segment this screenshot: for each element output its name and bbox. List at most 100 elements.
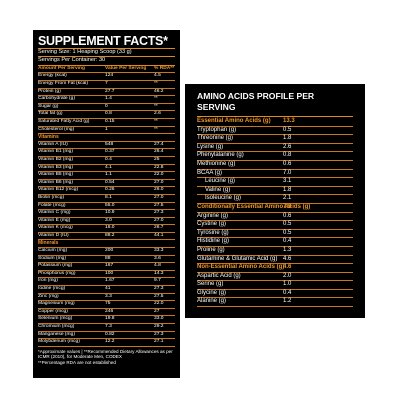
amino-label: Tryptophan (g) [197, 126, 237, 133]
cell: 246 [105, 308, 114, 314]
amino-row: Alanine (g) 1.2 [197, 298, 353, 308]
amino-row: Proline (g) 1.3 [197, 247, 353, 256]
amino-label: Valine (g) [205, 186, 231, 193]
section-title: Vitamins [38, 134, 175, 142]
cell: 33.0 [154, 316, 164, 322]
fact-row: Selenium (mcg) 19.8 33.0 [38, 316, 175, 324]
amino-row: Lysine (g) 2.6 [197, 144, 353, 153]
cell: 26.7 [154, 225, 164, 231]
amino-label: Threonine (g) [197, 135, 234, 142]
amino-label: Histidine (g) [197, 238, 230, 245]
cell: Vitamin D (IU) [38, 232, 69, 238]
servings-per-container: Servings Per Container: 30 [38, 57, 175, 66]
cell: 27.1 [154, 339, 164, 345]
fact-row: Iodine (mcg) 41 27.3 [38, 286, 175, 294]
cell: ** [154, 126, 158, 132]
cell: Protein (g) [38, 88, 61, 94]
cell: Sugar (g) [38, 103, 59, 109]
fact-row: Sugar (g) 0 ** [38, 104, 175, 112]
fact-row: Total fat (g) 0.8 2.6 [38, 111, 175, 119]
fact-row: Vitamin B5 (mg) 1.1 22.0 [38, 172, 175, 180]
cell: Vitamin B2 (mg) [38, 156, 73, 162]
fact-row: Carbohydrate (g) 1.4 ** [38, 96, 175, 104]
cell: Cholesterol (mg) [38, 126, 75, 132]
amino-row: Aspartic Acid (g) 2.0 [197, 273, 353, 282]
section-title: Minerals [38, 240, 175, 249]
cell: 22.0 [154, 172, 164, 178]
cell: 1.4 [105, 96, 112, 102]
cell: 2.6 [154, 111, 161, 117]
amino-table: Essential Amino Acids (g) 13.3 Tryptophan … [197, 118, 353, 308]
cell: Magnesium (mg) [38, 301, 75, 307]
cell: 55.0 [105, 202, 115, 208]
cell: Saturated Fatty Acid (g) [38, 118, 90, 124]
facts-table: Amount Per Serving Value Per Serving % RDA… [38, 66, 175, 347]
cell: 27.7 [105, 88, 115, 94]
cell: 22.8 [154, 164, 164, 170]
cell: 4.1 [105, 164, 112, 170]
cell: Potassium (mg) [38, 263, 73, 269]
amino-value: 13.3 [283, 118, 295, 124]
amino-label: Glutamine & Glutamic Acid (g) [197, 255, 278, 262]
cell: 0.4 [105, 156, 112, 162]
cell: 27.4 [154, 141, 164, 147]
cell: 27.3 [154, 286, 164, 292]
cell: 29.2 [154, 324, 164, 329]
cell: 44.1 [154, 232, 164, 238]
cell: 16.0 [105, 225, 115, 231]
fact-row: Vitamin B12 (mcg) 0.26 26.0 [38, 187, 175, 195]
amino-value: 0.5 [283, 229, 292, 236]
amino-value: 2.1 [283, 195, 292, 202]
amino-value: 0.5 [283, 126, 292, 133]
cell: Vitamin B12 (mcg) [38, 187, 79, 193]
cell: 33.3 [154, 248, 164, 254]
supplement-facts-panel: SUPPLEMENT FACTS* Serving Size: 1 Heapin… [33, 30, 180, 378]
footnotes: *Approximate values | **Recommended Diet… [38, 349, 175, 365]
amino-value: 1.2 [283, 298, 292, 305]
fact-row: Energy (kcal) 124 4.5 [38, 73, 175, 81]
fact-row: Vitamin E (mg) 3.0 27.0 [38, 218, 175, 226]
cell: 10.9 [105, 210, 115, 216]
cell: % RDA** [154, 65, 175, 71]
cell: Biotin (mcg) [38, 194, 65, 200]
cell: 1.1 [105, 172, 112, 178]
footnote: *Approximate values | **Recommended Diet… [38, 348, 173, 360]
amino-value: 0.6 [283, 160, 292, 167]
cell: 75 [105, 301, 111, 307]
fact-row: Protein (g) 27.7 46.2 [38, 89, 175, 97]
amino-value: 0.4 [283, 289, 292, 296]
fact-row: Manganese (mg) 0.82 27.3 [38, 332, 175, 340]
fact-row: Vitamin B3 (mg) 4.1 22.8 [38, 165, 175, 173]
cell: Amount Per Serving [38, 65, 86, 71]
amino-label: Isoleucine (g) [205, 195, 242, 202]
cell: Manganese (mg) [38, 331, 75, 337]
cell: Folate (mcg) [38, 202, 66, 208]
amino-value: 0.6 [283, 212, 292, 219]
cell: Phosphorus (mg) [38, 270, 76, 276]
cell: 27.3 [154, 210, 164, 216]
cell: 27.0 [154, 179, 164, 185]
cell: Carbohydrate (g) [38, 96, 75, 102]
cell: Chromium (mcg) [38, 324, 75, 329]
cell: 124 [105, 73, 114, 79]
amino-row: Leucine (g) 3.1 [197, 178, 353, 187]
fact-row: Vitamin B1 (mg) 0.37 26.4 [38, 149, 175, 157]
cell: Selenium (mcg) [38, 316, 73, 322]
fact-row: Amount Per Serving Value Per Serving % RDA… [38, 66, 175, 74]
amino-row: Tryptophan (g) 0.5 [197, 127, 353, 136]
cell: 4.8 [154, 263, 161, 269]
amino-row: Histidine (g) 0.4 [197, 238, 353, 247]
amino-label: Non-Essential Amino Acids (g) [197, 264, 285, 271]
cell: Vitamin E (mg) [38, 217, 71, 223]
cell: 46.2 [154, 88, 164, 94]
fact-row: Vitamin C (mg) 10.9 27.3 [38, 210, 175, 218]
cell: 9.7 [154, 278, 161, 284]
fact-row: Vitamin D (IU) 88.2 44.1 [38, 233, 175, 241]
cell: 100 [105, 270, 114, 276]
fact-row: Energy From Fat (kcal) 7 ** [38, 81, 175, 89]
cell: 22.0 [154, 301, 164, 307]
fact-row: Phosphorus (mg) 100 14.3 [38, 271, 175, 279]
amino-label: Phenylalanine (g) [197, 152, 244, 159]
amino-label: Leucine (g) [205, 178, 236, 185]
cell: 88 [105, 255, 111, 261]
